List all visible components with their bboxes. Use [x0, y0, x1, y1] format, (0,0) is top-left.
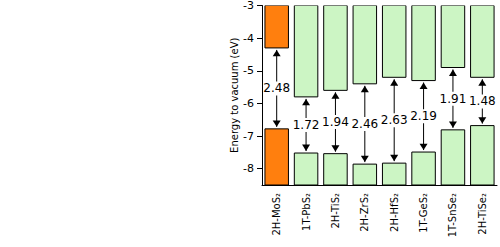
svg-text:-7: -7 [243, 130, 254, 143]
svg-text:-6: -6 [243, 97, 254, 110]
svg-text:1T-SnSe₂: 1T-SnSe₂ [447, 193, 458, 237]
svg-text:-4: -4 [243, 32, 254, 45]
svg-text:2H-TiS₂: 2H-TiS₂ [330, 193, 341, 229]
svg-text:2.19: 2.19 [410, 109, 437, 123]
svg-text:1.91: 1.91 [440, 92, 467, 106]
svg-text:1.94: 1.94 [322, 115, 349, 129]
svg-text:2.48: 2.48 [263, 81, 290, 95]
svg-text:1.48: 1.48 [469, 94, 496, 108]
svg-text:Energy to vacuum (eV): Energy to vacuum (eV) [229, 37, 240, 152]
svg-text:1T-PbS₂: 1T-PbS₂ [301, 193, 312, 231]
svg-text:-5: -5 [243, 64, 254, 77]
svg-text:-8: -8 [243, 162, 254, 175]
svg-text:2H-MoS₂: 2H-MoS₂ [271, 193, 282, 236]
svg-text:-3: -3 [243, 0, 254, 12]
svg-text:1T-GeS₂: 1T-GeS₂ [418, 193, 429, 233]
svg-text:2H-HfS₂: 2H-HfS₂ [389, 193, 400, 232]
svg-text:1.72: 1.72 [293, 118, 320, 132]
svg-text:2H-TiSe₂: 2H-TiSe₂ [477, 193, 488, 235]
svg-text:2H-ZrS₂: 2H-ZrS₂ [359, 193, 370, 232]
svg-text:2.46: 2.46 [351, 117, 378, 131]
svg-text:2.63: 2.63 [381, 113, 408, 127]
